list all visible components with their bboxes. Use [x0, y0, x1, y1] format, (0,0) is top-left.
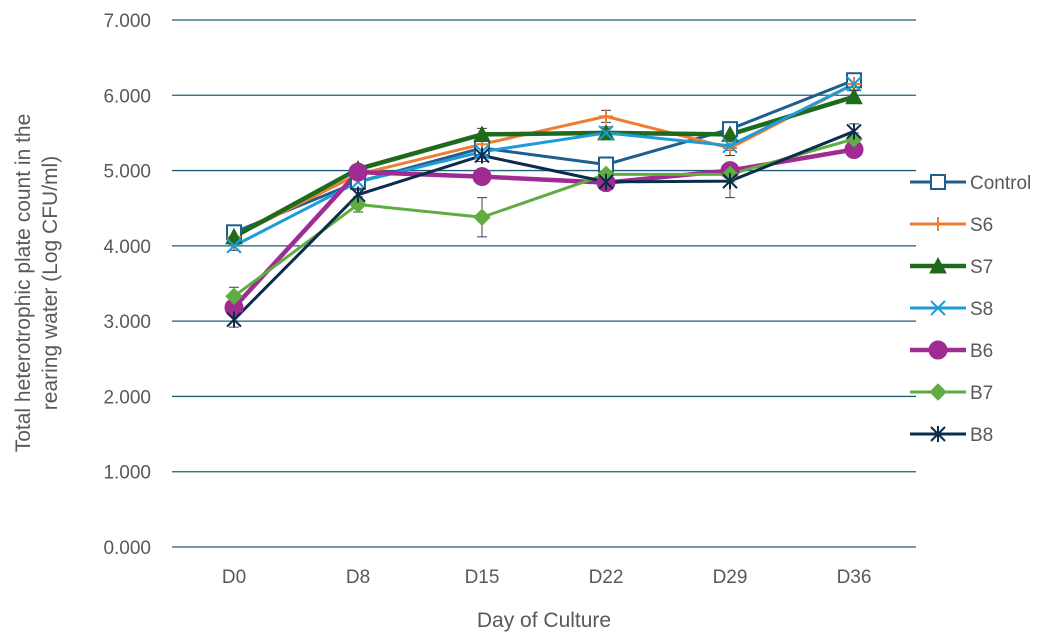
data-point-diamond: [225, 287, 243, 306]
legend-item-s7: S7: [910, 256, 993, 278]
y-tick-label: 7.000: [103, 11, 151, 32]
data-point-star: [846, 123, 862, 140]
data-point-circle: [472, 167, 492, 187]
x-tick-label: D29: [713, 567, 748, 588]
legend: Control S6 S7 S8 B6 B7 B8: [910, 173, 1031, 446]
data-point-circle: [928, 340, 948, 360]
y-axis-ticks: 0.000 1.000 2.000 3.000 4.000 5.000 6.000 7.000: [103, 11, 151, 559]
data-point-x: [930, 300, 946, 316]
y-tick-label: 6.000: [103, 86, 151, 107]
legend-label: B6: [970, 341, 993, 362]
data-point-triangle: [721, 125, 739, 142]
data-point-x: [722, 138, 738, 154]
y-tick-label: 3.000: [103, 312, 151, 333]
data-point-circle: [348, 162, 368, 182]
y-tick-label: 1.000: [103, 463, 151, 484]
gridlines: [172, 19, 916, 548]
data-point-star: [930, 426, 946, 442]
y-tick-label: 5.000: [103, 162, 151, 183]
series-line-s7: [232, 94, 855, 239]
series-line-control: [233, 78, 855, 234]
y-axis-title-line-1: Total heterotrophic plate count in the: [12, 114, 35, 453]
series-markers: [224, 72, 864, 328]
data-point-triangle: [473, 125, 491, 142]
data-point-plus: [931, 217, 945, 231]
data-point-triangle: [845, 87, 863, 105]
data-point-x: [226, 238, 242, 254]
y-tick-label: 0.000: [103, 538, 151, 559]
legend-item-s8: S8: [910, 299, 993, 320]
x-tick-label: D36: [837, 567, 872, 588]
series-line-b7: [233, 137, 855, 298]
legend-label: B8: [970, 425, 993, 446]
series-line-b8: [232, 130, 855, 321]
legend-label: Control: [970, 173, 1031, 194]
y-axis-title-line-2: rearing water (Log CFU/ml): [39, 156, 62, 410]
data-point-x: [598, 125, 614, 141]
y-axis-title: Total heterotrophic plate count in the r…: [12, 114, 62, 453]
x-axis-ticks: D0 D8 D15 D22 D29 D36: [222, 567, 872, 588]
data-point-star: [226, 311, 242, 328]
legend-label: S6: [970, 215, 993, 236]
data-point-star: [722, 173, 738, 190]
legend-label: B7: [970, 383, 993, 404]
legend-item-b6: B6: [910, 340, 993, 362]
legend-label: S7: [970, 257, 993, 278]
error-bars: [229, 75, 859, 328]
y-tick-label: 2.000: [103, 387, 151, 408]
data-point-star: [350, 186, 366, 203]
x-tick-label: D22: [589, 567, 624, 588]
legend-item-s6: S6: [910, 215, 993, 236]
data-point-star: [598, 173, 614, 190]
data-point-square: [930, 174, 946, 190]
data-point-plus: [599, 109, 613, 124]
data-point-diamond: [929, 383, 947, 401]
data-point-triangle: [225, 227, 243, 245]
data-point-plus: [723, 140, 737, 155]
data-point-star: [474, 147, 490, 164]
y-tick-label: 4.000: [103, 237, 151, 258]
x-tick-label: D0: [222, 567, 246, 588]
data-point-triangle: [929, 256, 947, 274]
legend-label: S8: [970, 299, 993, 320]
legend-item-b8: B8: [910, 425, 993, 446]
legend-item-control: Control: [910, 173, 1031, 194]
x-tick-label: D8: [346, 567, 370, 588]
data-point-diamond: [349, 195, 367, 214]
x-tick-label: D15: [465, 567, 500, 588]
series-lines: [232, 78, 855, 321]
x-axis-title: Day of Culture: [477, 609, 611, 632]
data-point-x: [846, 76, 862, 92]
series-line-s6: [233, 82, 855, 239]
legend-item-b7: B7: [910, 383, 993, 404]
data-point-diamond: [473, 208, 491, 226]
